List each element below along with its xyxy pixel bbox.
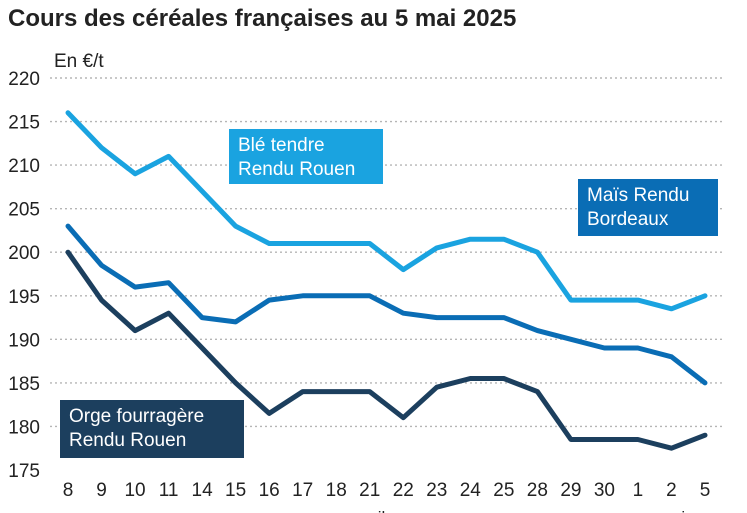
series-labels: Blé tendre Rendu Rouen Maïs Rendu Bordeaux O… [60, 129, 718, 458]
y-axis-tick-labels: 175 180 185 190 195 200 205 210 215 220 [8, 69, 40, 482]
series-label-box [578, 179, 718, 236]
y-tick-label-200: 200 [8, 243, 40, 264]
y-tick-label-175: 175 [8, 461, 40, 482]
series-lines [65, 110, 708, 451]
series-label-3: Orge fourragère Rendu Rouen [60, 400, 244, 458]
y-tick-label-205: 205 [8, 200, 40, 221]
y-tick-label-220: 220 [8, 69, 40, 90]
y-tick-label-210: 210 [8, 156, 40, 177]
x-tick-label-18: 18 [326, 480, 347, 501]
x-tick-label-15: 15 [225, 480, 246, 501]
x-tick-label-5: 5 [700, 480, 711, 501]
x-tick-label-23: 23 [426, 480, 447, 501]
grid-lines [50, 77, 722, 428]
x-tick-label-29: 29 [560, 480, 581, 501]
x-tick-label-11: 11 [159, 480, 179, 501]
x-tick-label-14: 14 [192, 480, 214, 501]
x-tick-label-22: 22 [393, 480, 414, 501]
series-label-line: Rendu Rouen [69, 430, 186, 451]
series-line-1 [65, 110, 708, 312]
y-tick-label-190: 190 [8, 330, 40, 351]
x-tick-label-16: 16 [259, 480, 280, 501]
series-label-2: Maïs Rendu Bordeaux [578, 179, 718, 236]
y-axis-unit-label: En €/t [54, 51, 104, 72]
x-tick-label-10: 10 [124, 480, 145, 501]
series-label-line: Rendu Rouen [238, 159, 355, 180]
series-label-line: Bordeaux [587, 209, 669, 230]
series-label-line: Blé tendre [238, 135, 325, 156]
x-tick-label-17: 17 [292, 480, 313, 501]
month-label-mai: mai [658, 508, 685, 513]
month-label-avril: avril [354, 508, 385, 513]
x-tick-label-30: 30 [594, 480, 615, 501]
series-label-1: Blé tendre Rendu Rouen [229, 129, 383, 184]
x-tick-label-2: 2 [666, 480, 677, 501]
chart-title: Cours des céréales françaises au 5 mai 2… [8, 5, 516, 32]
x-tick-label-9: 9 [96, 480, 107, 501]
x-tick-label-28: 28 [527, 480, 548, 501]
y-tick-label-185: 185 [8, 374, 40, 395]
y-tick-label-180: 180 [8, 417, 40, 438]
series-label-box [229, 129, 383, 184]
x-axis-tick-labels: 89101114151617182122232425282930125avril… [63, 480, 711, 513]
series-label-line: Orge fourragère [69, 406, 204, 427]
series-line-3 [65, 249, 708, 451]
y-tick-label-215: 215 [8, 113, 40, 134]
series-label-line: Maïs Rendu [587, 185, 689, 206]
x-tick-label-21: 21 [359, 480, 380, 501]
series-label-box [60, 400, 244, 458]
series-line-2 [65, 223, 708, 386]
x-tick-label-8: 8 [63, 480, 74, 501]
x-tick-label-25: 25 [493, 480, 514, 501]
x-tick-label-1: 1 [633, 480, 644, 501]
y-tick-label-195: 195 [8, 287, 40, 308]
x-tick-label-24: 24 [460, 480, 482, 501]
